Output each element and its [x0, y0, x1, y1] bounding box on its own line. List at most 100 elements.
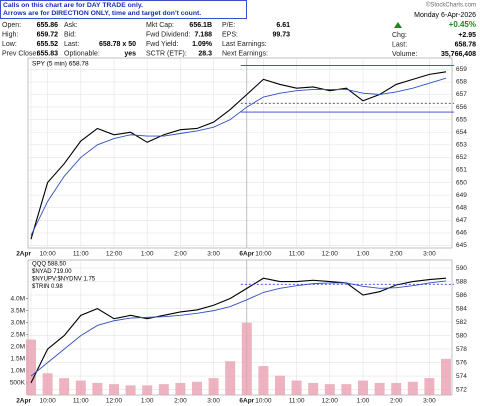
quote-label: Ask:	[64, 22, 78, 29]
plot-area	[27, 57, 453, 249]
quote-label: Optionable:	[64, 50, 100, 57]
x-tick-label: 12:00	[322, 251, 339, 258]
volume-bar	[275, 375, 285, 395]
y-tick-label: 580	[456, 332, 467, 339]
watermark: ©StockCharts.com	[426, 2, 476, 9]
y-tick-label: 572	[456, 386, 467, 393]
y-tick-label: 646	[456, 230, 467, 237]
x-tick-label: 3:00	[423, 398, 436, 405]
summary-label: Volume:	[392, 51, 417, 58]
summary-label: Chg:	[392, 32, 407, 39]
volume-bar	[59, 378, 70, 395]
volume-bar	[424, 378, 435, 395]
x-tick-label: 2:00	[390, 251, 403, 258]
volume-bar	[241, 322, 252, 395]
quote-value: 659.72	[37, 31, 59, 38]
summary-value: 658.78	[455, 41, 477, 48]
quote-label: Bid:	[64, 31, 76, 38]
chart-title: SPY (5 min) 658.78	[32, 61, 89, 68]
legend-entry: QQQ 588.50	[32, 262, 67, 268]
price-line	[30, 71, 447, 240]
x-tick-label: 2:00	[174, 398, 187, 405]
x-tick-label: 2:00	[390, 398, 403, 405]
plot-area	[27, 259, 453, 396]
volume-bar	[391, 382, 402, 395]
x-tick-label: 3:00	[207, 251, 220, 258]
y2-tick-label: 2.0M	[11, 344, 25, 351]
x-tick-label: 2Apr	[16, 251, 31, 258]
quote-label: Last Earnings:	[222, 41, 267, 48]
y-tick-label: 586	[456, 292, 467, 299]
volume-bar	[92, 382, 103, 395]
volume-bar	[158, 384, 169, 395]
y-tick-label: 590	[456, 265, 467, 272]
x-tick-label: 3:00	[207, 398, 220, 405]
charts: 645 646 647 648 649 650 651 652 653 654 655 656 657 6…	[10, 57, 467, 405]
quote-value: 7.188	[194, 31, 212, 38]
volume-bar	[42, 373, 53, 395]
y-tick-label: 578	[456, 346, 467, 353]
y2-tick-label: 1.0M	[11, 368, 25, 375]
quote-value: 655.83	[37, 50, 59, 57]
legend-entry: $NYUPV:$NYDNV 1.75	[32, 277, 96, 283]
price-line	[30, 77, 447, 236]
date: Monday 6-Apr-2026	[414, 12, 476, 19]
summary-value: 35,766,408	[441, 51, 476, 58]
quote-label: EPS:	[222, 31, 238, 38]
volume-bar	[308, 382, 319, 395]
y-tick-label: 652	[456, 154, 467, 161]
y-tick-label: 647	[456, 217, 467, 224]
legend-entry: $NYAD 719.00	[32, 269, 72, 275]
volume-bar	[258, 366, 269, 395]
y-tick-label: 650	[456, 179, 467, 186]
note: Calls on this chart are for DAY TRADE on…	[3, 2, 143, 9]
quote-label: High:	[2, 31, 18, 38]
volume-bar	[175, 382, 186, 395]
volume-bar	[142, 385, 153, 395]
x-tick-label: 2Apr	[16, 398, 31, 405]
volume-bar	[125, 385, 136, 395]
y-tick-label: 651	[456, 167, 467, 174]
x-tick-label: 6Apr	[239, 398, 254, 405]
y-tick-label: 656	[456, 104, 467, 111]
summary-value: +2.95	[458, 32, 476, 39]
quote-label: Open:	[2, 22, 21, 29]
x-tick-label: 11:00	[73, 398, 89, 405]
y-tick-label: 655	[456, 116, 467, 123]
quote-label: SCTR (ETF):	[146, 50, 187, 57]
x-tick-label: 2:00	[174, 251, 187, 258]
volume-bar	[374, 382, 385, 395]
x-tick-label: 10:00	[255, 251, 272, 258]
y2-tick-label: 3.0M	[11, 319, 25, 326]
x-tick-label: 10:00	[255, 398, 272, 405]
quote-label: Prev Close:	[2, 50, 38, 57]
volume-bar	[26, 339, 36, 395]
y2-tick-label: 500K	[10, 380, 26, 387]
x-tick-label: 1:00	[357, 251, 370, 258]
price-line	[30, 277, 447, 384]
x-tick-label: 1:00	[141, 251, 154, 258]
y-tick-label: 574	[456, 373, 467, 380]
quote-value: 28.3	[198, 50, 212, 57]
volume-bar	[109, 384, 119, 395]
quote-label: Fwd Yield:	[146, 41, 178, 48]
y-tick-label: 588	[456, 278, 467, 285]
volume-bar	[192, 381, 202, 395]
x-tick-label: 10:00	[39, 251, 56, 258]
x-tick-label: 11:00	[73, 251, 89, 258]
x-tick-label: 1:00	[357, 398, 370, 405]
x-tick-label: 12:00	[106, 251, 123, 258]
y-tick-label: 645	[456, 242, 467, 249]
y2-tick-label: 1.5M	[11, 356, 25, 363]
x-tick-label: 11:00	[289, 398, 305, 405]
legend-entry: $TRIN 0.98	[32, 284, 63, 290]
volume-bar	[441, 358, 451, 395]
x-tick-label: 12:00	[322, 398, 339, 405]
x-tick-label: 12:00	[106, 398, 123, 405]
y-tick-label: 658	[456, 79, 467, 86]
y2-tick-label: 2.5M	[11, 331, 25, 338]
note: Arrows are for DIRECTION ONLY, time and …	[3, 10, 201, 17]
volume-bar	[208, 378, 219, 395]
quote-value: 658.78 x 50	[99, 41, 136, 48]
volume-bar	[291, 380, 302, 395]
